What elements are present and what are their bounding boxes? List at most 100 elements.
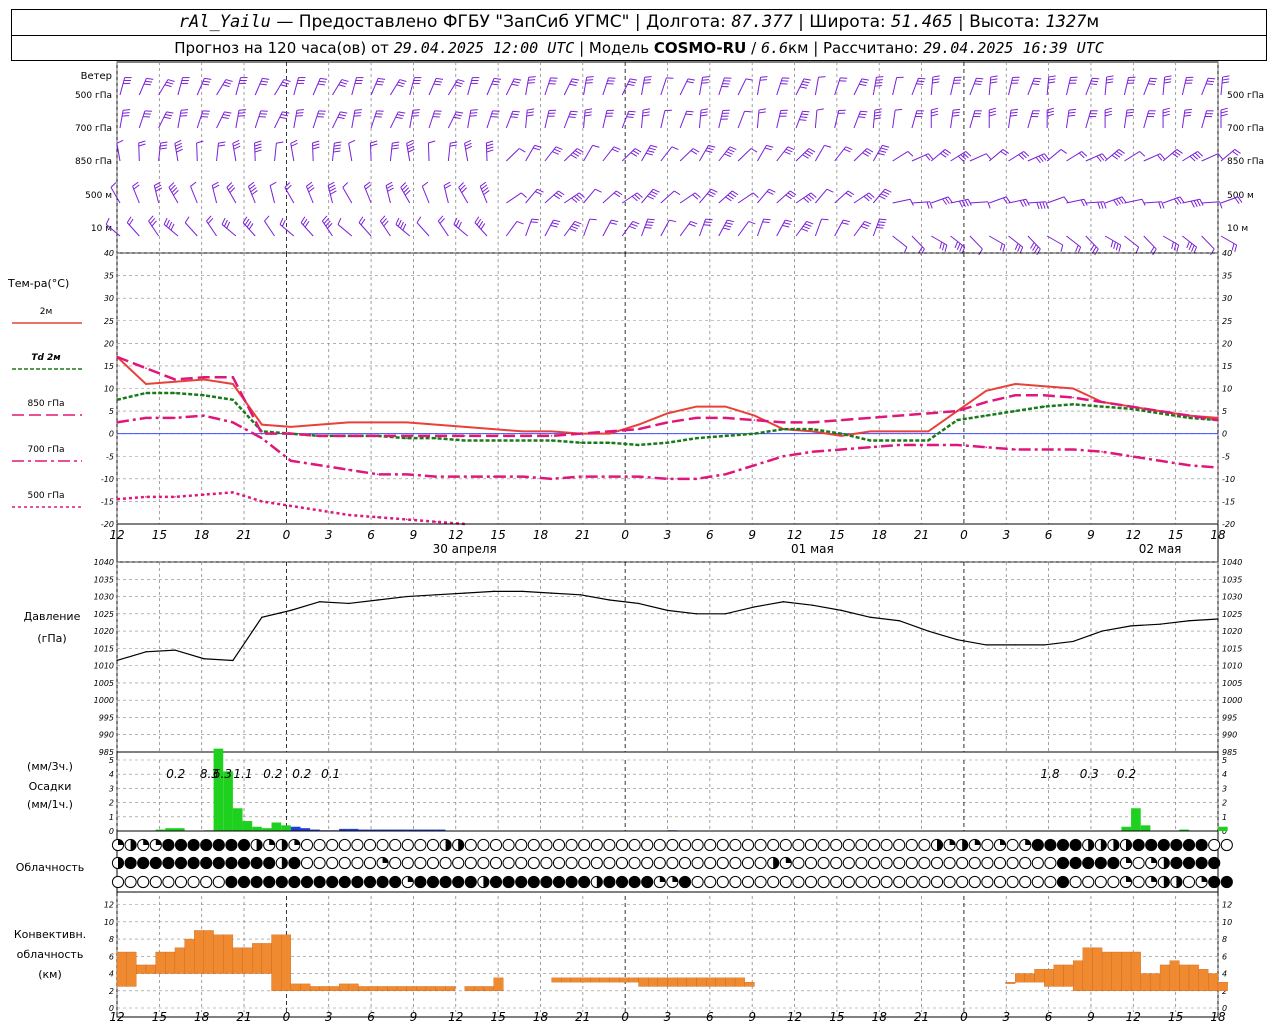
wind-barb-feather [962,152,969,159]
wind-barb-icon [814,108,824,129]
wind-barb-feather [648,147,656,151]
cloud-circle [489,838,503,852]
time-tick-label: 3 [325,528,333,542]
wind-barb-icon [911,201,933,209]
wind-barb-feather [729,146,737,151]
temp-point-0 [1072,387,1074,390]
wind-barb-icon [447,141,458,162]
wind-barb-icon [312,140,320,162]
wind-barb-feather [1104,113,1112,117]
cloud-circle [263,875,276,889]
wind-barb-feather [341,79,349,82]
cloud-cover-icon [351,838,364,852]
temp-panel-title: Тем-ра(°C) [7,277,69,290]
cloud-cover-icon [225,875,238,889]
wind-barb-icon [1143,153,1165,162]
cloud-cover-icon [603,875,616,889]
cloud-circle [452,875,465,889]
wind-barb-feather [1048,78,1056,81]
wind-barb-feather [348,139,356,144]
cloud-circle [439,875,452,889]
wind-barb-shaft [583,218,591,237]
wind-barb-feather [644,76,652,78]
cloud-cover-icon [754,856,767,870]
cloud-circle [691,875,704,889]
wind-barb-feather [615,190,623,196]
wind-barb-feather [960,154,967,160]
cloud-cover-icon [200,838,213,852]
cloud-cover-icon [804,875,818,889]
conv-cloud-bar [667,977,678,987]
cloud-cover-icon [1182,838,1196,852]
conv-cloud-bar [261,943,272,974]
cloud-circle [741,875,755,889]
cloud-cover-icon [641,856,654,870]
wind-barb-feather [269,181,277,186]
wind-barb-feather [882,144,890,148]
cloud-circle [930,856,944,870]
cloud-circle [502,838,515,852]
cloud-cover-icon [275,838,288,852]
wind-barb-feather [436,77,444,80]
wind-barb-icon [563,148,584,162]
wind-barb-icon [138,110,152,129]
wind-barb-feather [1036,248,1041,256]
wind-barb-shaft [911,153,929,162]
subtitle-bar: Прогноз на 120 часа(ов) от 29.04.2025 12… [11,35,1267,61]
wind-barb-feather [399,79,407,82]
wind-barb-icon [274,111,290,129]
wind-barb-icon [950,151,972,162]
cloud-quarter [1000,839,1006,845]
wind-barb-icon [930,107,939,128]
wind-barb-shaft [660,219,670,237]
cloud-circle [842,875,855,889]
wind-barb-feather [511,83,519,87]
cloud-cover-icon [313,838,326,852]
bottom-time-tick-label: 12 [448,1010,463,1024]
wind-barb-feather [586,76,594,78]
cloud-half [1163,876,1170,888]
temp-point-3 [116,421,118,424]
wind-barb-feather [845,146,853,151]
cloud-cover-icon [641,838,654,852]
cloud-circle [666,838,679,852]
wind-barb-feather [527,108,535,111]
wind-barb-shaft [1124,235,1139,248]
wind-barb-icon [351,109,362,129]
wind-barb-feather [211,181,219,186]
cloud-cover-icon [1019,838,1032,852]
cloud-cover-icon [552,838,566,852]
wind-barb-feather [1176,149,1183,154]
wind-barb-icon [485,140,494,162]
cloud-circle [830,838,843,852]
wind-barb-shaft [853,111,861,129]
wind-barb-feather [1020,152,1027,159]
cloud-circle [905,838,918,852]
wind-barb-feather [520,192,527,198]
cloud-cover-icon [716,838,729,852]
wind-barb-feather [1141,199,1146,206]
wind-barb-icon [930,149,952,162]
wind-barb-feather [1221,81,1230,84]
temp-point-2 [898,414,901,417]
cloud-cover-icon [716,875,729,889]
wind-barb-feather [572,152,580,157]
cloud-circle [288,856,301,870]
cloud-circle [389,875,402,889]
precip-tick-right: 0 [1222,827,1227,836]
wind-barb-feather [989,107,997,111]
temp-point-3 [782,455,785,458]
wind-barb-feather [237,115,245,117]
conv-cloud-bar [686,977,697,987]
cloud-circle [842,856,855,870]
wind-barb-icon [795,220,814,237]
cloud-circle [200,875,213,889]
wind-barb-icon [1066,151,1088,162]
cloud-quarter [294,839,300,845]
wind-barb-feather [586,79,594,81]
precip-bar-rain [242,821,253,831]
wind-barb-feather [328,184,336,189]
conv-cloud-bar [1015,973,1025,983]
cloud-circle [615,875,629,889]
wind-barb-shaft [641,218,649,237]
